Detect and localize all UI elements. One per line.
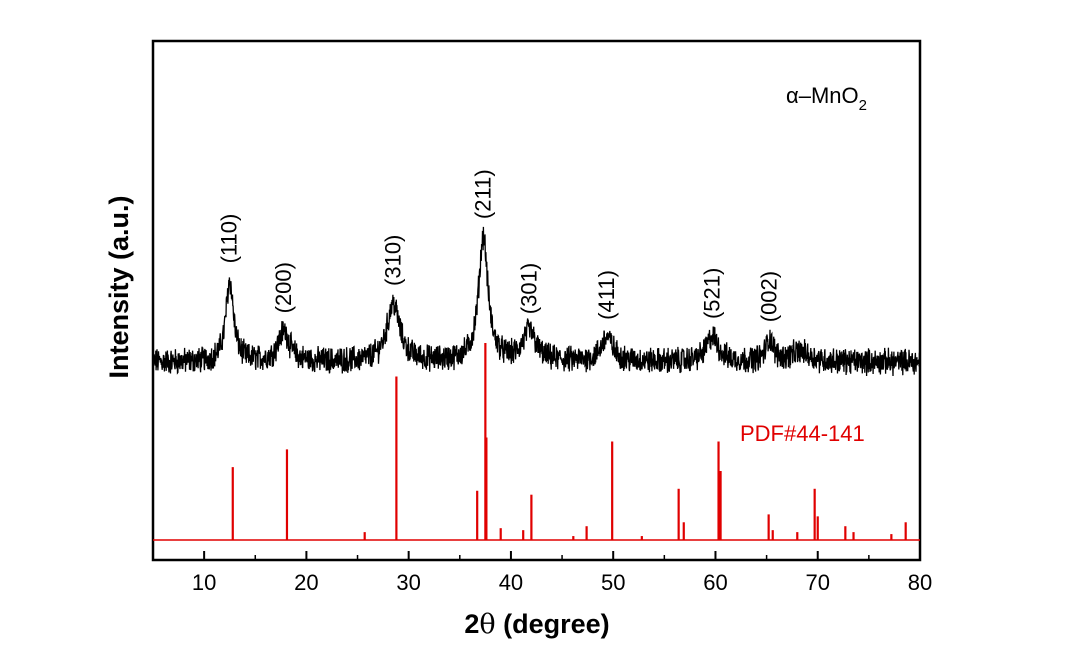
peak-labels: (110) (200) (310) (211) (301) (411) (521) (002): [217, 169, 782, 322]
peak-label: (110): [217, 214, 242, 264]
reference-label: PDF#44-141: [740, 421, 865, 446]
peak-label: (301): [516, 263, 541, 314]
reference-pattern: [153, 343, 920, 541]
peak-label: (310): [380, 235, 405, 286]
x-tick-label: 60: [703, 570, 727, 595]
x-tick-label: 70: [805, 570, 829, 595]
x-tick-label: 20: [294, 570, 318, 595]
peak-label: (002): [757, 271, 782, 322]
phase-label: α–MnO2: [786, 83, 867, 114]
peak-label: (521): [699, 268, 724, 319]
x-tick-label: 10: [192, 570, 216, 595]
peak-label: (200): [271, 262, 296, 313]
plot-frame: [151, 39, 922, 562]
sample-pattern-line: [152, 226, 921, 377]
x-axis-title: 2θ (degree): [464, 609, 609, 640]
x-tick-label: 40: [499, 570, 523, 595]
x-axis-ticks: 10 20 30 40 50 60 70 80: [152, 551, 932, 595]
x-tick-label: 30: [396, 570, 420, 595]
x-tick-label: 80: [908, 570, 932, 595]
peak-label: (411): [594, 270, 619, 320]
y-axis-title: Intensity (a.u.): [104, 195, 134, 378]
peak-label: (211): [470, 169, 495, 219]
x-tick-label: 50: [601, 570, 625, 595]
